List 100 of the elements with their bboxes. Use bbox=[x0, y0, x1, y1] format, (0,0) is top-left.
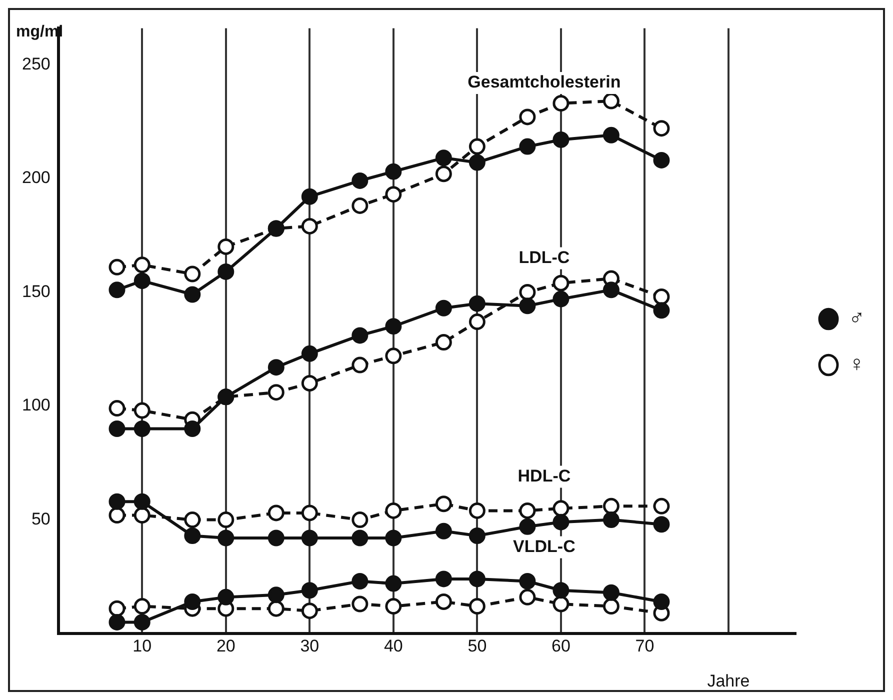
point bbox=[352, 327, 368, 344]
point bbox=[385, 575, 402, 592]
point bbox=[552, 290, 570, 308]
point bbox=[268, 530, 284, 546]
point bbox=[552, 500, 570, 517]
point bbox=[653, 516, 670, 533]
point bbox=[184, 266, 201, 282]
point bbox=[468, 502, 486, 519]
point bbox=[268, 359, 284, 376]
point bbox=[301, 530, 318, 546]
point bbox=[519, 588, 536, 606]
x-tick-label: 70 bbox=[635, 636, 654, 656]
point bbox=[268, 586, 284, 604]
point bbox=[352, 172, 368, 189]
point bbox=[468, 570, 486, 588]
point bbox=[108, 400, 126, 417]
point bbox=[108, 282, 126, 298]
legend-label: ♀ bbox=[848, 351, 865, 376]
point bbox=[184, 593, 201, 610]
point bbox=[552, 131, 570, 148]
point bbox=[602, 584, 620, 601]
annotation: VLDL-C bbox=[513, 536, 576, 556]
point bbox=[218, 530, 234, 546]
point bbox=[301, 582, 318, 599]
point bbox=[602, 92, 620, 110]
point bbox=[468, 598, 486, 615]
point bbox=[552, 596, 570, 612]
point bbox=[108, 600, 126, 617]
y-tick-label: 250 bbox=[22, 54, 50, 74]
x-tick-label: 30 bbox=[300, 636, 320, 656]
point bbox=[218, 263, 234, 280]
point bbox=[134, 420, 150, 438]
point bbox=[218, 238, 234, 255]
annotation: Gesamtcholesterin bbox=[468, 72, 621, 92]
point bbox=[602, 512, 620, 528]
point bbox=[184, 286, 201, 303]
point bbox=[268, 504, 284, 522]
point bbox=[108, 493, 126, 510]
point bbox=[435, 496, 452, 512]
point bbox=[468, 527, 486, 544]
point bbox=[352, 356, 368, 374]
point bbox=[653, 498, 670, 514]
point bbox=[134, 272, 150, 290]
x-tick-label: 50 bbox=[468, 636, 487, 656]
point bbox=[552, 582, 570, 599]
point bbox=[468, 295, 486, 312]
point bbox=[134, 493, 150, 510]
point bbox=[134, 256, 150, 274]
point bbox=[552, 95, 570, 112]
point bbox=[385, 318, 402, 335]
point bbox=[134, 598, 150, 615]
point bbox=[468, 314, 486, 330]
point bbox=[552, 514, 570, 530]
point bbox=[352, 573, 368, 590]
point bbox=[184, 420, 201, 438]
point bbox=[653, 120, 670, 137]
point bbox=[184, 527, 201, 544]
point bbox=[435, 522, 452, 540]
point bbox=[218, 512, 234, 528]
point bbox=[653, 152, 670, 168]
point bbox=[301, 504, 318, 522]
annotation: LDL-C bbox=[518, 248, 570, 267]
point bbox=[602, 598, 620, 615]
point bbox=[653, 288, 670, 306]
point bbox=[268, 384, 284, 401]
point bbox=[352, 596, 368, 612]
x-tick-label: 20 bbox=[216, 636, 236, 656]
point bbox=[134, 614, 150, 630]
point bbox=[653, 302, 670, 319]
annotation: HDL-C bbox=[518, 466, 571, 486]
point bbox=[552, 274, 570, 292]
point bbox=[108, 614, 126, 630]
point bbox=[301, 345, 318, 362]
point bbox=[134, 402, 150, 419]
point bbox=[519, 108, 536, 126]
point bbox=[301, 602, 318, 620]
point bbox=[653, 593, 670, 610]
point bbox=[435, 570, 452, 588]
point bbox=[108, 420, 126, 438]
point bbox=[519, 284, 536, 300]
point bbox=[519, 138, 536, 155]
point bbox=[268, 600, 284, 617]
y-tick-label: 150 bbox=[22, 282, 50, 301]
point bbox=[435, 166, 452, 182]
point bbox=[352, 512, 368, 528]
point bbox=[134, 507, 150, 524]
point bbox=[385, 530, 402, 546]
point bbox=[301, 374, 318, 392]
point bbox=[385, 348, 402, 364]
point bbox=[435, 300, 452, 316]
y-tick-label: 200 bbox=[22, 168, 50, 188]
point bbox=[184, 512, 201, 528]
point bbox=[385, 186, 402, 203]
point bbox=[519, 502, 536, 519]
point bbox=[218, 588, 234, 606]
y-tick-label: 100 bbox=[22, 396, 50, 415]
point bbox=[352, 197, 368, 214]
point bbox=[602, 282, 620, 298]
point bbox=[108, 258, 126, 276]
point bbox=[519, 573, 536, 590]
